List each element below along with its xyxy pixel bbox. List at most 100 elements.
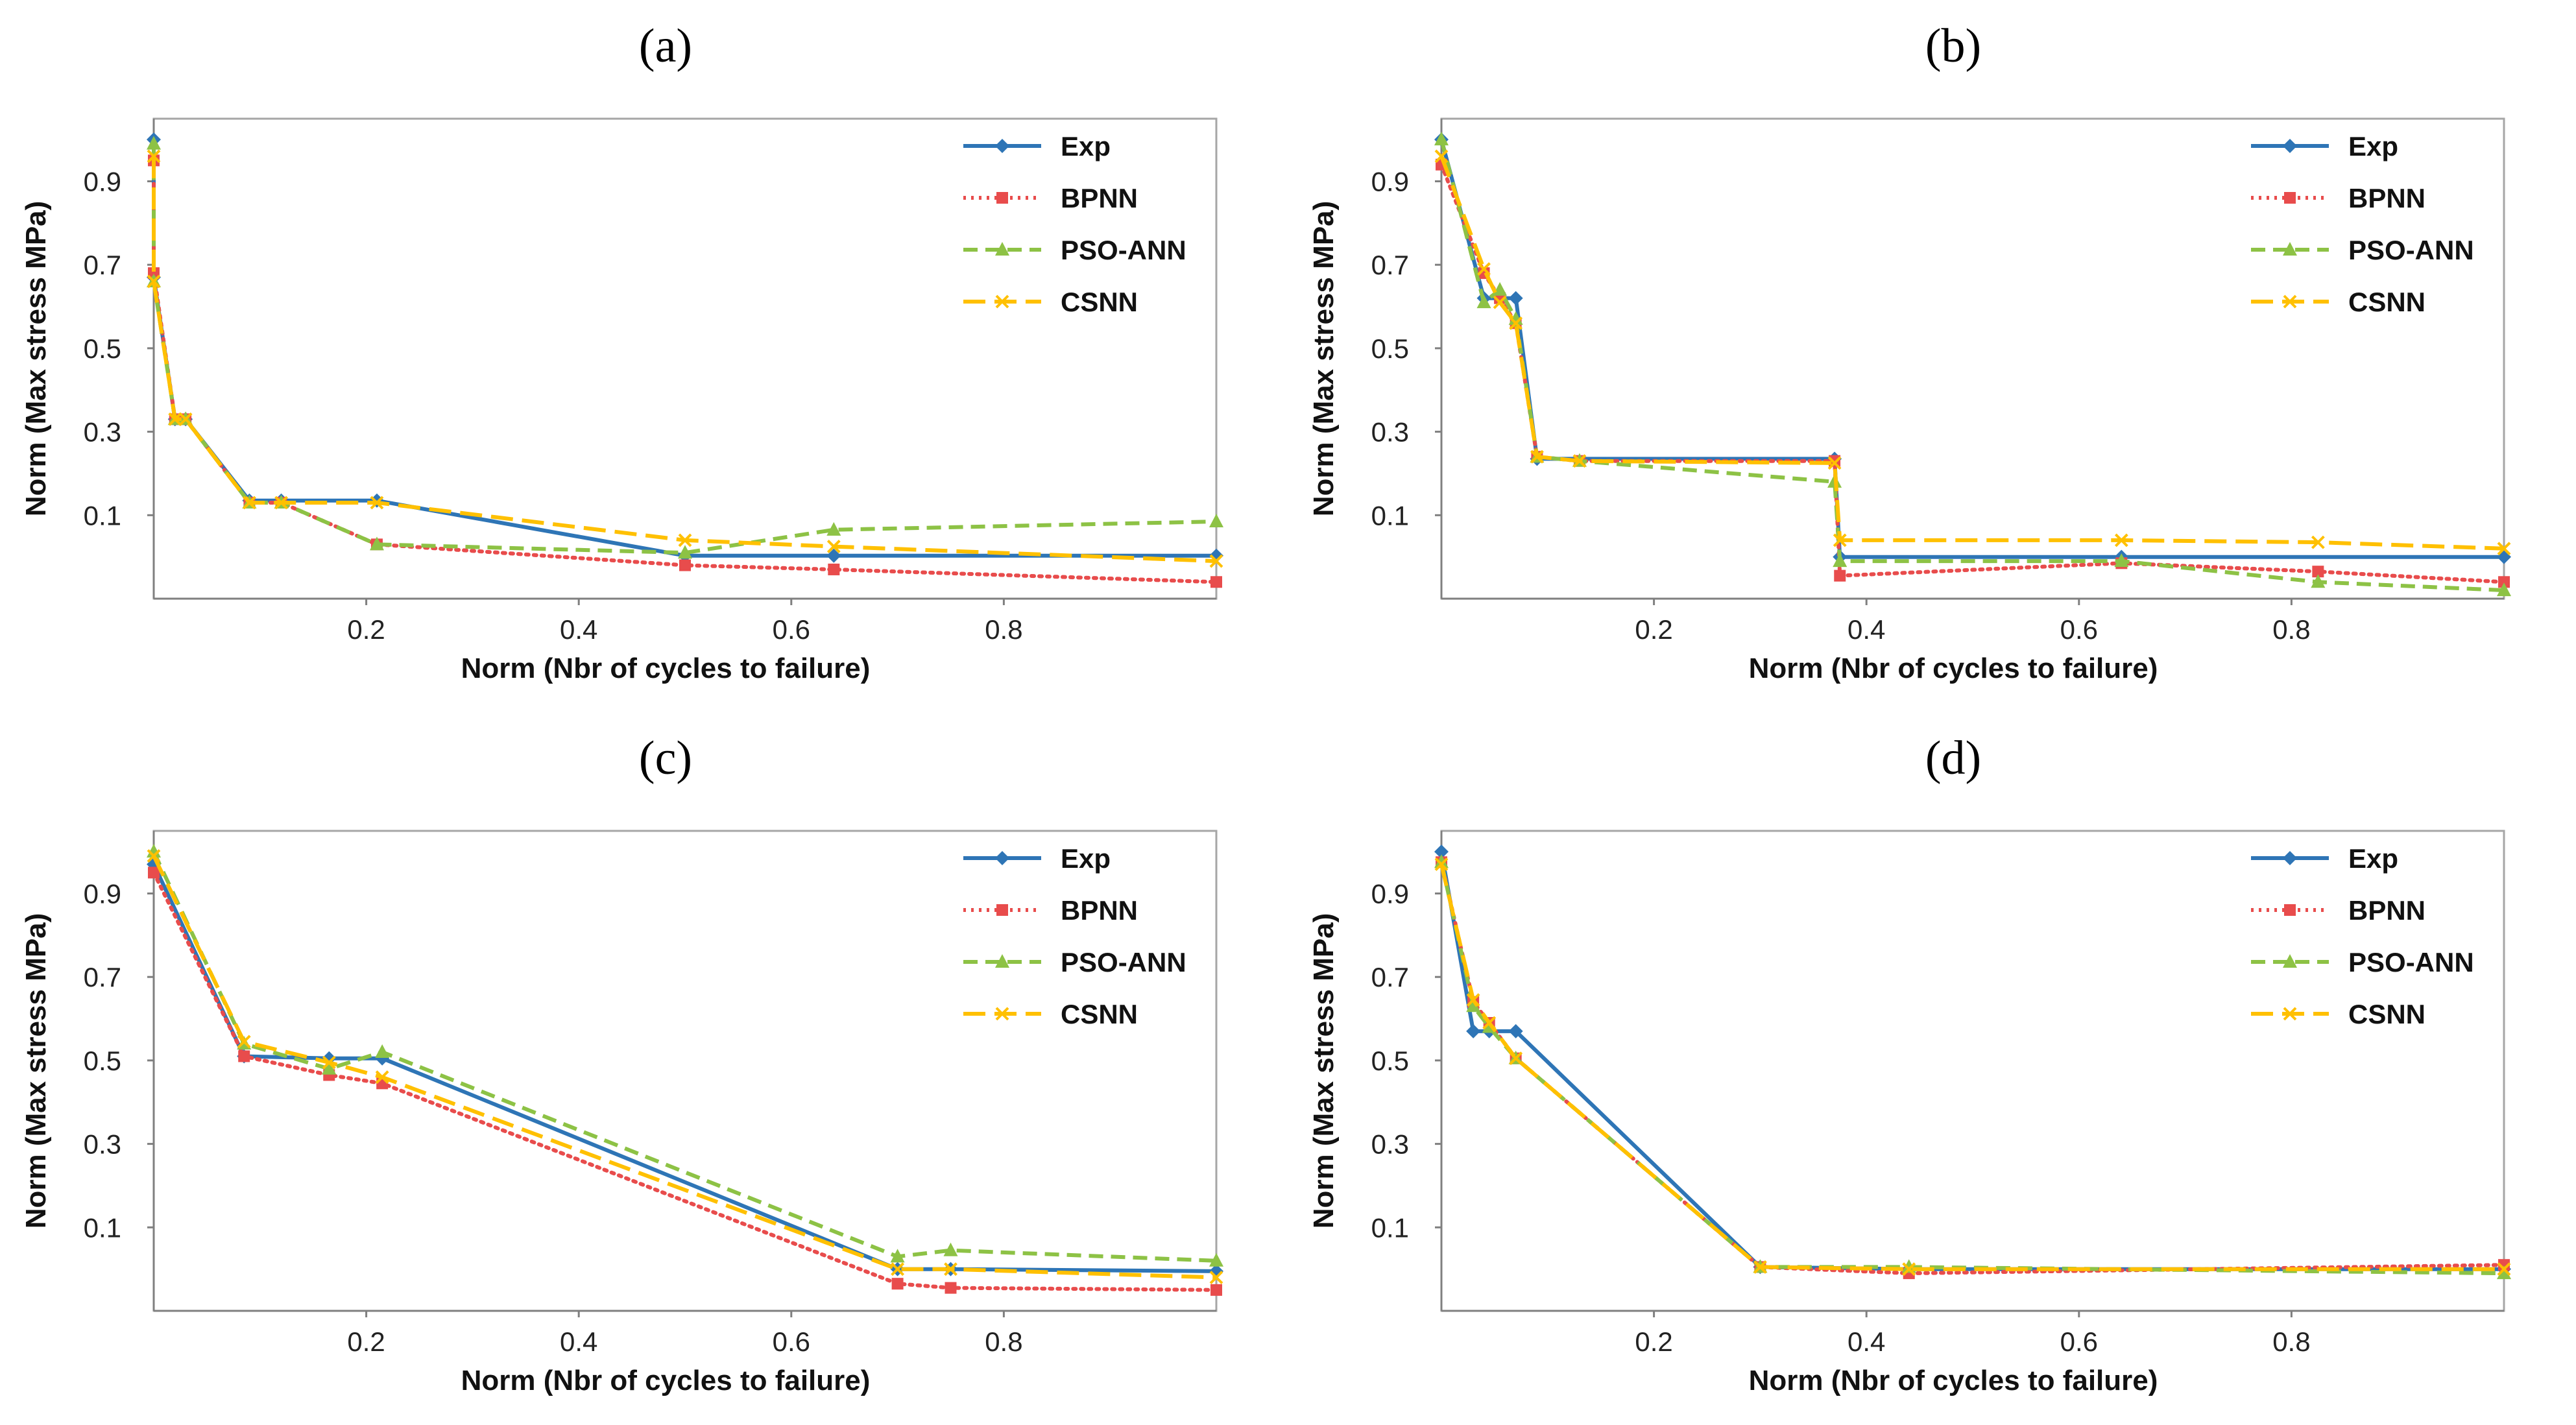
- legend-item-csnn: CSNN: [963, 287, 1138, 317]
- legend-label: PSO-ANN: [1061, 235, 1186, 265]
- data-point-pso-ann: [1833, 553, 1848, 568]
- data-point-pso-ann: [1209, 513, 1223, 527]
- x-tick-label: 0.8: [2272, 614, 2310, 645]
- data-point-exp: [1209, 1263, 1223, 1278]
- y-tick-label: 0.3: [1371, 417, 1409, 448]
- series-line-exp: [152, 139, 1216, 558]
- plot-area: [1440, 117, 2505, 600]
- y-tick-label: 0.5: [1371, 1046, 1409, 1076]
- series-line-csnn: [152, 855, 1217, 1280]
- data-point-pso-ann: [2497, 582, 2511, 597]
- data-point-bpnn: [148, 867, 160, 879]
- data-point-pso-ann: [2497, 1265, 2511, 1280]
- x-tick-label: 0.6: [2060, 614, 2098, 645]
- data-point-csnn: [2497, 1262, 2511, 1276]
- legend-marker-exp: [995, 851, 1009, 865]
- legend-label: PSO-ANN: [1061, 947, 1186, 977]
- x-tick-label: 0.6: [2060, 1326, 2098, 1357]
- data-point-csnn: [168, 412, 182, 426]
- legend-label: BPNN: [2348, 895, 2426, 926]
- legend-item-csnn: CSNN: [963, 999, 1138, 1029]
- series-line-exp: [152, 863, 1217, 1273]
- legend-label: Exp: [2348, 843, 2398, 874]
- series-line-pso-ann: [1439, 861, 2505, 1276]
- x-tick-label: 0.2: [347, 614, 385, 645]
- y-tick-label: 0.9: [1371, 167, 1409, 197]
- series-bpnn: [148, 154, 1222, 588]
- panel-label: (c): [639, 732, 692, 785]
- data-point-bpnn: [238, 1050, 250, 1062]
- legend-label: Exp: [1061, 131, 1111, 162]
- chart-svg-a: (a) 0.1 0.3 0.5 0.7 0.9 0.2 0.4 0.6 0.8 Norm (Nbr …: [20, 19, 1223, 684]
- legend-marker-csnn: [995, 1007, 1009, 1021]
- legend-marker-bpnn: [996, 192, 1008, 204]
- legend-label: CSNN: [2348, 999, 2426, 1029]
- data-point-csnn: [891, 1262, 905, 1276]
- legend-label: CSNN: [2348, 287, 2426, 317]
- data-point-csnn: [826, 540, 841, 553]
- data-point-exp: [826, 548, 841, 563]
- data-point-bpnn: [1210, 1284, 1222, 1296]
- legend-item-pso-ann: PSO-ANN: [963, 235, 1186, 265]
- series-bpnn: [148, 867, 1222, 1296]
- legend-item-exp: Exp: [963, 843, 1111, 874]
- data-point-exp: [1508, 291, 1523, 305]
- series-line-csnn: [1439, 863, 2504, 1271]
- data-point-csnn: [1827, 456, 1842, 470]
- y-axis-title: Norm (Max stress MPa): [1308, 913, 1340, 1229]
- data-point-bpnn: [2312, 566, 2324, 578]
- legend-item-exp: Exp: [2251, 131, 2398, 162]
- data-point-pso-ann: [826, 521, 841, 536]
- y-tick-label: 0.9: [84, 167, 121, 197]
- data-point-pso-ann: [678, 545, 692, 559]
- series-csnn: [147, 849, 1223, 1284]
- legend-item-pso-ann: PSO-ANN: [2251, 235, 2474, 265]
- panel-label: (d): [1925, 732, 1981, 785]
- x-axis-title: Norm (Nbr of cycles to failure): [461, 653, 871, 684]
- legend: Exp BPNN PSO-ANN CSNN: [2251, 131, 2474, 317]
- data-point-pso-ann: [943, 1242, 958, 1256]
- data-point-csnn: [1530, 449, 1544, 464]
- data-point-pso-ann: [375, 1044, 390, 1059]
- plot-area: [1440, 830, 2505, 1312]
- y-axis-title: Norm (Max stress MPa): [20, 913, 52, 1229]
- data-point-csnn: [1572, 454, 1587, 468]
- data-point-csnn: [1833, 533, 1847, 547]
- legend-item-bpnn: BPNN: [963, 895, 1138, 926]
- x-tick-label: 0.8: [2272, 1326, 2310, 1357]
- data-point-csnn: [322, 1055, 336, 1070]
- plot-area: [152, 117, 1218, 600]
- data-point-csnn: [2114, 533, 2128, 547]
- data-point-bpnn: [1210, 576, 1222, 588]
- series-line-pso-ann: [152, 143, 1217, 555]
- chart-svg-b: (b) 0.1 0.3 0.5 0.7 0.9 0.2 0.4 0.6 0.8 Norm (Nbr …: [1308, 19, 2511, 684]
- chart-svg-d: (d) 0.1 0.3 0.5 0.7 0.9 0.2 0.4 0.6 0.8 Norm (Nbr …: [1308, 732, 2511, 1396]
- data-point-bpnn: [945, 1282, 957, 1294]
- x-tick-label: 0.4: [1848, 614, 1885, 645]
- legend-marker-pso-ann: [2283, 954, 2297, 968]
- series-line-csnn: [1439, 155, 2505, 551]
- series-csnn: [147, 149, 1223, 568]
- data-point-exp: [1466, 1024, 1481, 1038]
- data-point-pso-ann: [1493, 281, 1508, 296]
- x-tick-label: 0.8: [985, 1326, 1022, 1357]
- data-point-pso-ann: [1434, 854, 1449, 868]
- legend-label: PSO-ANN: [2348, 947, 2474, 977]
- data-point-csnn: [1209, 554, 1223, 568]
- x-tick-label: 0.4: [560, 1326, 597, 1357]
- data-point-csnn: [274, 496, 288, 510]
- panel-label: (b): [1925, 19, 1981, 73]
- legend-item-bpnn: BPNN: [2251, 895, 2426, 926]
- data-point-csnn: [1466, 993, 1480, 1007]
- x-tick-label: 0.8: [985, 614, 1022, 645]
- data-point-csnn: [944, 1262, 957, 1276]
- legend-item-exp: Exp: [963, 131, 1111, 162]
- data-point-bpnn: [1829, 455, 1841, 467]
- data-point-csnn: [2311, 535, 2325, 549]
- data-point-pso-ann: [890, 1249, 905, 1263]
- x-tick-label: 0.6: [773, 1326, 810, 1357]
- legend-label: PSO-ANN: [2348, 235, 2474, 265]
- series-bpnn: [1436, 158, 2510, 588]
- data-point-exp: [1434, 844, 1449, 859]
- legend-item-bpnn: BPNN: [2251, 183, 2426, 213]
